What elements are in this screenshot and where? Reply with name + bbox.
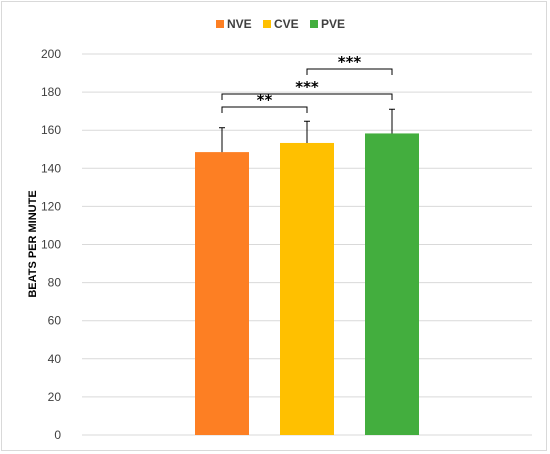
legend-swatch-pve [310,20,318,28]
legend-label-cve: CVE [274,17,299,31]
y-tick-label-60: 60 [48,314,62,328]
legend-swatch-cve [263,20,271,28]
bar-nve [195,152,249,436]
y-tick-label-80: 80 [48,276,62,290]
legend-label-pve: PVE [321,17,345,31]
bar-pve [365,133,419,435]
bars [195,133,419,436]
y-axis-ticks: 0 20 40 60 80 100 120 140 160 180 200 [41,47,61,442]
significance-brackets: ******** [221,53,393,113]
y-tick-label-100: 100 [41,238,61,252]
y-tick-label-180: 180 [41,85,61,99]
sig-label-cve-pve: *** [338,53,362,71]
y-tick-label-140: 140 [41,161,61,175]
y-tick-label-40: 40 [48,352,62,366]
bracket-cve-pve [306,68,393,75]
bracket-nve-cve [221,106,308,113]
y-tick-label-0: 0 [54,428,61,442]
legend: NVE CVE PVE [216,17,345,31]
y-tick-label-160: 160 [41,123,61,137]
legend-label-nve: NVE [227,17,252,31]
bar-cve [280,142,334,435]
error-bars [219,108,395,153]
sig-label-nve-pve: *** [295,78,319,96]
y-tick-label-200: 200 [41,47,61,61]
y-tick-label-120: 120 [41,199,61,213]
legend-item-nve: NVE [216,17,252,31]
sig-label-nve-cve: ** [257,91,273,109]
legend-swatch-nve [216,20,224,28]
y-axis-label: BEATS PER MINUTE [27,190,39,297]
legend-item-cve: CVE [263,17,299,31]
y-tick-label-20: 20 [48,390,62,404]
bracket-nve-pve [221,93,393,100]
legend-item-pve: PVE [310,17,345,31]
